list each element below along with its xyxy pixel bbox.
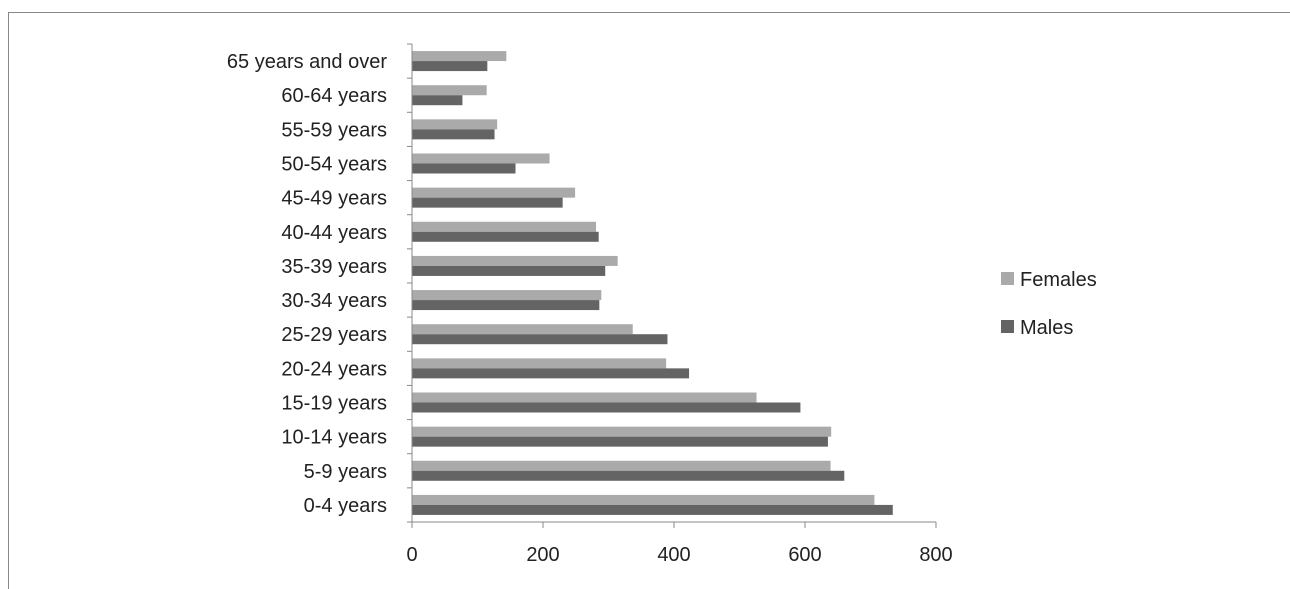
y-tick-label-11: 55-59 years <box>281 119 387 141</box>
bar-males-4 <box>412 368 690 379</box>
legend-swatch-males <box>1001 320 1014 333</box>
bar-females-4 <box>412 358 667 369</box>
bar-males-7 <box>412 265 606 276</box>
y-tick-label-4: 20-24 years <box>281 358 387 380</box>
bar-males-11 <box>412 129 495 140</box>
y-tick-label-13: 65 years and over <box>227 51 387 73</box>
bar-males-10 <box>412 163 516 174</box>
bar-females-6 <box>412 290 602 301</box>
y-tick-label-8: 40-44 years <box>281 222 387 244</box>
bar-females-1 <box>412 460 831 471</box>
y-tick-label-2: 10-14 years <box>281 427 387 449</box>
x-tick-label-0: 0 <box>406 544 417 566</box>
x-tick-label-2: 400 <box>657 544 690 566</box>
legend-swatch-females <box>1001 272 1014 285</box>
y-tick-label-7: 35-39 years <box>281 256 387 278</box>
bar-males-13 <box>412 61 488 72</box>
labels-layer: 0-4 years 5-9 years 10-14 years 15-19 year… <box>227 51 953 566</box>
bar-males-2 <box>412 436 828 447</box>
legend-label-males: Males <box>1020 317 1073 339</box>
bar-females-8 <box>412 221 597 232</box>
bar-males-5 <box>412 334 668 345</box>
bar-females-12 <box>412 85 487 96</box>
bar-males-1 <box>412 470 845 481</box>
legend-label-females: Females <box>1020 269 1097 291</box>
bar-males-6 <box>412 300 600 311</box>
bar-females-10 <box>412 153 550 164</box>
bar-females-2 <box>412 426 832 437</box>
bars-layer <box>412 51 893 515</box>
y-tick-label-5: 25-29 years <box>281 324 387 346</box>
bar-females-0 <box>412 494 875 505</box>
bar-males-9 <box>412 197 563 208</box>
x-tick-label-4: 800 <box>919 544 952 566</box>
y-tick-label-1: 5-9 years <box>304 461 387 483</box>
y-tick-label-6: 30-34 years <box>281 290 387 312</box>
x-tick-label-3: 600 <box>788 544 821 566</box>
axes-layer <box>407 43 937 528</box>
y-tick-label-10: 50-54 years <box>281 154 387 176</box>
bar-females-11 <box>412 119 498 130</box>
bar-males-8 <box>412 231 599 242</box>
legend: Females Males <box>1001 269 1097 339</box>
bar-males-12 <box>412 95 463 106</box>
y-tick-label-12: 60-64 years <box>281 85 387 107</box>
bar-males-0 <box>412 504 893 515</box>
y-tick-label-9: 45-49 years <box>281 188 387 210</box>
bar-females-7 <box>412 255 618 266</box>
bar-females-3 <box>412 392 757 403</box>
chart-frame <box>8 12 1290 589</box>
y-tick-label-3: 15-19 years <box>281 393 387 415</box>
y-tick-label-0: 0-4 years <box>304 495 387 517</box>
bar-males-3 <box>412 402 801 413</box>
x-tick-label-1: 200 <box>526 544 559 566</box>
bar-females-5 <box>412 324 633 335</box>
bar-females-9 <box>412 187 576 198</box>
bar-females-13 <box>412 51 507 62</box>
